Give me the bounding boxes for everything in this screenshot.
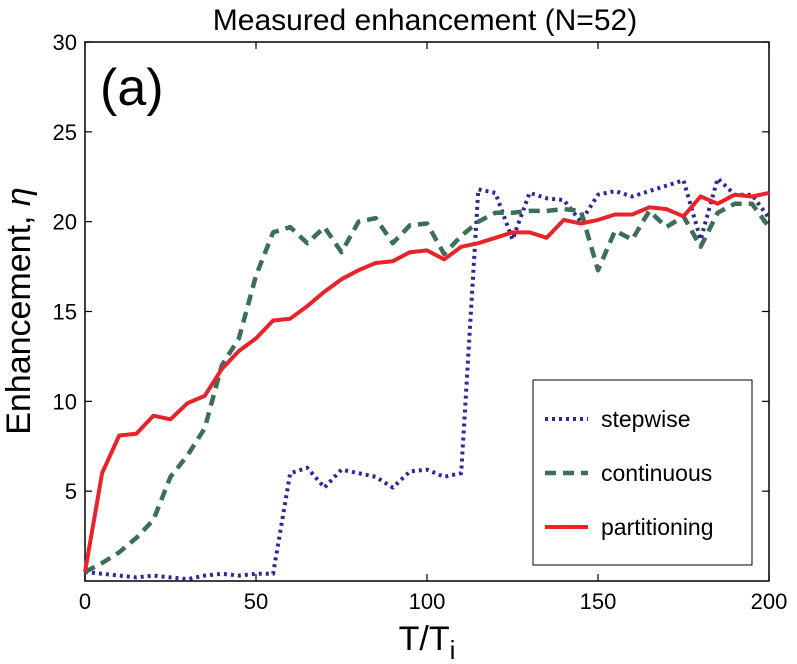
x-tick-label: 200	[751, 589, 788, 614]
legend-label-stepwise: stepwise	[601, 406, 690, 432]
x-axis-label-main: T/T	[399, 620, 450, 658]
legend-label-continuous: continuous	[601, 460, 712, 486]
y-tick-label: 5	[65, 479, 77, 504]
y-axis-label-symbol: η	[0, 187, 38, 206]
x-tick-label: 100	[409, 589, 446, 614]
y-tick-label: 25	[53, 120, 77, 145]
axis-ticks: 0 50 100 150 200 5 10 15 20 25 30	[53, 30, 788, 614]
series-line-partitioning	[83, 190, 770, 573]
legend-label-partitioning: partitioning	[601, 514, 714, 540]
x-tick-label: 50	[244, 589, 268, 614]
x-tick-label: 0	[79, 589, 91, 614]
y-tick-label: 30	[53, 30, 77, 55]
y-axis-label-main: Enhancement,	[0, 206, 38, 435]
series-line-continuous	[83, 201, 771, 574]
legend-items: stepwise continuous partitioning	[545, 406, 714, 540]
chart-title: Measured enhancement (N=52)	[213, 4, 637, 37]
x-axis-label-sub: i	[450, 635, 456, 664]
y-tick-label: 15	[53, 300, 77, 325]
y-tick-label: 10	[53, 389, 77, 414]
x-tick-label: 150	[580, 589, 617, 614]
series-line-stepwise	[84, 176, 771, 582]
legend: stepwise continuous partitioning	[532, 379, 753, 566]
series-layer	[83, 176, 771, 582]
y-axis-label: Enhancement, η	[0, 187, 38, 435]
panel-label: (a)	[100, 59, 164, 117]
y-tick-label: 20	[53, 210, 77, 235]
x-axis-label: T/Ti	[399, 620, 456, 664]
